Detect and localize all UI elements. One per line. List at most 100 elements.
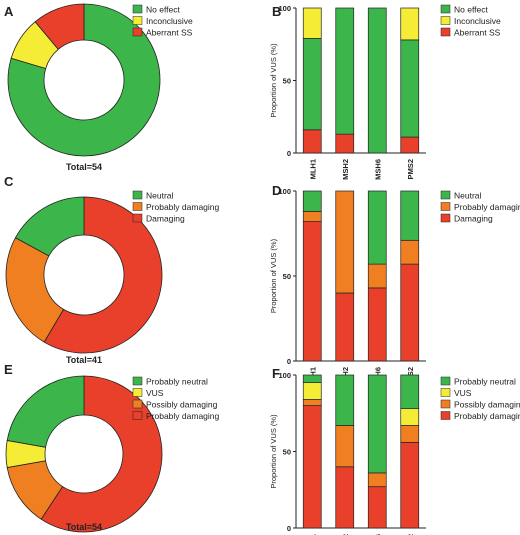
bar-segment: [302, 38, 322, 131]
legend-item: Probably damaging: [440, 411, 520, 421]
legend-item: Probably damaging: [440, 202, 520, 212]
legend-label: Possibly damaging: [146, 400, 218, 410]
legend-swatch: [132, 213, 143, 223]
bar-segment: [335, 466, 355, 529]
pie-slice: [5, 237, 65, 343]
bar-segment: [335, 292, 355, 362]
legend-item: Neutral: [440, 190, 482, 201]
bar-segment: [302, 399, 322, 406]
bar-segment: [367, 190, 387, 265]
bar-segment: [400, 136, 420, 154]
legend-swatch: [132, 411, 143, 420]
legend-label: Probably neutral: [454, 377, 516, 387]
legend-item: Neutral: [132, 191, 174, 201]
bar-segment: [400, 190, 420, 241]
bar-segment: [400, 39, 420, 138]
legend-label: Damaging: [454, 214, 493, 224]
bar-segment: [400, 408, 420, 426]
legend-item: Probably neutral: [132, 376, 208, 387]
legend-item: Probably neutral: [440, 376, 516, 387]
bar-segment: [400, 425, 420, 443]
legend-label: Probably damaging: [146, 411, 220, 421]
pie-slice: [43, 196, 163, 354]
legend-swatch: [132, 388, 143, 397]
donut-E: [5, 375, 163, 533]
panel-label-B: B: [272, 4, 281, 19]
total-label: Total=41: [66, 355, 102, 365]
bar-segment: [400, 239, 420, 265]
legend-swatch: [132, 4, 143, 14]
legend-swatch: [440, 213, 451, 223]
bar-segment: [335, 374, 355, 426]
donut-A: [7, 3, 161, 157]
bar-segment: [335, 425, 355, 468]
legend-item: Inconclusive: [132, 16, 193, 26]
legend-swatch: [440, 202, 451, 211]
bar-segment: [302, 7, 322, 39]
legend-swatch: [440, 388, 451, 397]
y-axis-label: Proportion of VUS (%): [269, 414, 278, 489]
legend-item: Possibly damaging: [132, 399, 218, 410]
y-axis-label: Proportion of VUS (%): [269, 238, 278, 313]
legend-swatch: [440, 399, 451, 409]
bar-segment: [302, 190, 322, 212]
x-tick-label: MSH6: [373, 159, 382, 180]
bar-segment: [335, 133, 355, 154]
legend-label: No effect: [454, 5, 489, 15]
legend-label: Probably damaging: [454, 411, 520, 421]
bar-segment: [367, 7, 387, 154]
panel-label-C: C: [4, 174, 14, 189]
legend-item: Damaging: [132, 213, 185, 224]
pie-slice: [6, 375, 85, 448]
legend-item: Inconclusive: [440, 16, 501, 26]
bar-segment: [302, 129, 322, 154]
bar-segment: [302, 374, 322, 384]
legend-label: No effect: [146, 5, 181, 15]
legend-swatch: [440, 411, 451, 420]
bar-segment: [302, 211, 322, 222]
y-tick-label: 0: [287, 524, 291, 533]
legend-item: Aberrant SS: [132, 27, 193, 38]
legend-item: No effect: [132, 4, 181, 15]
legend-item: VUS: [132, 388, 164, 398]
y-tick-label: 50: [283, 77, 291, 86]
bar-segment: [335, 7, 355, 135]
legend-swatch: [132, 27, 143, 37]
legend-label: Neutral: [146, 191, 174, 201]
legend-label: Damaging: [146, 214, 185, 224]
legend-item: Probably damaging: [132, 202, 220, 212]
panel-label-F: F: [272, 366, 280, 381]
y-tick-label: 100: [278, 371, 291, 380]
pie-slice: [34, 3, 85, 50]
bar-segment: [302, 382, 322, 400]
legend-swatch: [440, 190, 451, 200]
legend-label: Neutral: [454, 191, 482, 201]
legend-swatch: [132, 16, 143, 25]
bar-chart-B: 0 50 100 Proportion of VUS (%) MLH1 MSH2 MSH6 P…: [269, 4, 426, 180]
legend-swatch: [132, 399, 143, 409]
legend-label: VUS: [454, 388, 472, 398]
x-tick-label: MSH2: [341, 159, 350, 180]
legend-swatch: [132, 376, 143, 386]
legend-label: Probably damaging: [146, 202, 220, 212]
panel-label-E: E: [4, 362, 13, 377]
y-tick-label: 100: [278, 4, 291, 13]
pie-slice: [14, 196, 85, 257]
legend-swatch: [440, 376, 451, 386]
legend-label: Probably neutral: [146, 377, 208, 387]
pie-slice: [40, 375, 163, 533]
legend-label: Aberrant SS: [454, 28, 501, 38]
bar-segment: [400, 263, 420, 362]
bar-segment: [367, 486, 387, 529]
y-tick-label: 100: [278, 187, 291, 196]
legend-item: No effect: [440, 5, 489, 15]
x-tick-label: PMS2: [406, 159, 415, 179]
legend-item: Aberrant SS: [440, 28, 501, 38]
bar-segment: [367, 472, 387, 488]
panel-label-A: A: [4, 4, 14, 19]
legend-label: Aberrant SS: [146, 28, 193, 38]
